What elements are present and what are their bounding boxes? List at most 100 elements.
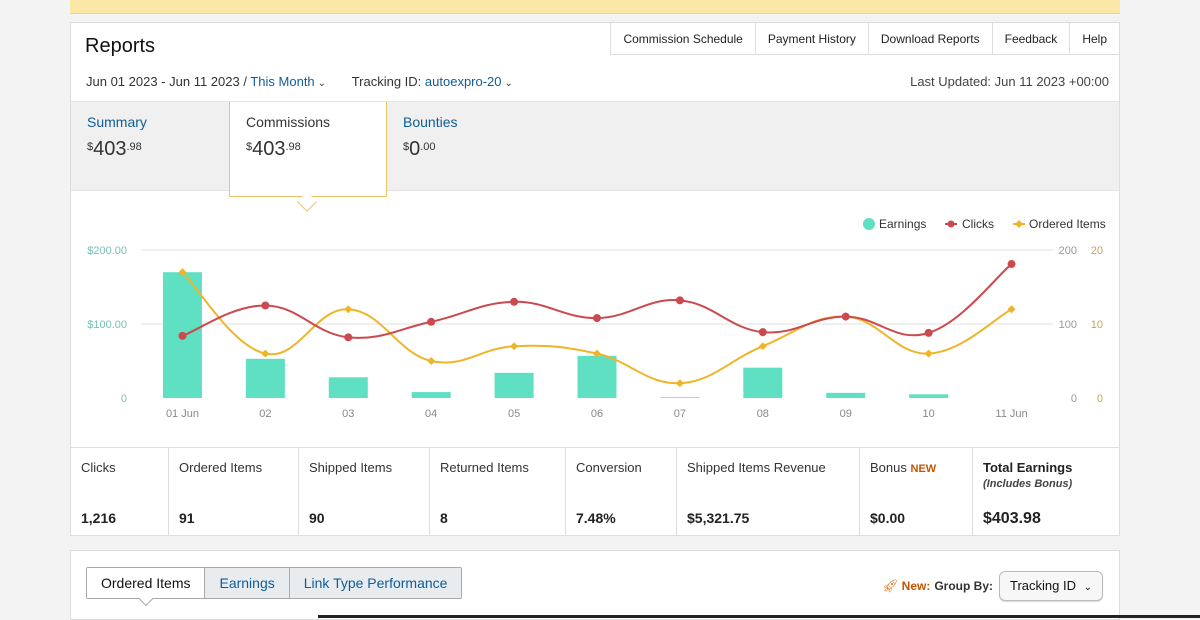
ordered-items-point bbox=[261, 349, 270, 358]
stat-conversion: Conversion 7.48% bbox=[566, 448, 677, 536]
legend-clicks-swatch bbox=[947, 220, 955, 228]
notice-banner bbox=[70, 0, 1120, 14]
tab-bounties-amount: $0.00 bbox=[403, 138, 436, 160]
earnings-bar bbox=[328, 377, 368, 398]
date-filter-row: Jun 01 2023 - Jun 11 2023 / This Month ⌄ … bbox=[86, 74, 513, 89]
stat-bonus: Bonus NEW $0.00 bbox=[860, 448, 973, 536]
earnings-bar bbox=[245, 358, 285, 398]
x-axis-tick-label: 06 bbox=[591, 408, 603, 420]
period-label: This Month bbox=[250, 74, 315, 89]
tab-commissions[interactable]: Commissions $403.98 bbox=[229, 102, 387, 197]
x-axis-tick-label: 03 bbox=[342, 408, 354, 420]
page-title: Reports bbox=[85, 35, 156, 57]
stat-label: Total Earnings bbox=[983, 460, 1073, 475]
stat-value: $403.98 bbox=[983, 510, 1041, 527]
earnings-chart: $200.00 200 20 $100.00 100 10 0 0 0 01 Jun 02 03 04 0… bbox=[71, 191, 1119, 447]
tracking-id-value: autoexpro-20 bbox=[424, 74, 502, 89]
tracking-id-label: Tracking ID: bbox=[351, 74, 422, 89]
period-dropdown[interactable]: This Month ⌄ bbox=[250, 74, 326, 89]
legend-items-swatch bbox=[1015, 220, 1023, 228]
ordered-items-point bbox=[593, 349, 601, 358]
chevron-down-icon: ⌄ bbox=[1083, 582, 1092, 593]
new-label: New: bbox=[901, 579, 931, 593]
summary-tabs: Summary $403.98 Commissions $403.98 Boun… bbox=[71, 101, 1119, 197]
ordered-items-point bbox=[510, 342, 519, 351]
stat-label: Conversion bbox=[576, 460, 642, 475]
y-axis-tick-label: $200.00 bbox=[87, 245, 127, 257]
tab-bounties-label: Bounties bbox=[403, 114, 458, 130]
commission-schedule-link[interactable]: Commission Schedule bbox=[611, 23, 756, 54]
x-axis-tick-label: 09 bbox=[840, 408, 852, 420]
earnings-button[interactable]: Earnings bbox=[205, 568, 290, 598]
tab-summary[interactable]: Summary $403.98 bbox=[71, 102, 229, 192]
chart-svg: $200.00 200 20$100.00 100 100 0 001 Jun 02 03 04 0… bbox=[87, 217, 1106, 420]
stat-value: $0.00 bbox=[870, 510, 906, 526]
x-axis-tick-label: 07 bbox=[674, 408, 686, 420]
x-axis-tick-label: 04 bbox=[425, 408, 437, 420]
earnings-bar bbox=[826, 392, 866, 398]
help-link[interactable]: Help bbox=[1082, 32, 1107, 46]
tab-bounties[interactable]: Bounties $0.00 bbox=[387, 102, 545, 192]
tab-commissions-label: Commissions bbox=[246, 114, 331, 130]
rocket-icon: 🚀︎ bbox=[882, 578, 899, 593]
stat-total-earnings: Total Earnings (Includes Bonus) $403.98 bbox=[973, 448, 1119, 536]
clicks-axis-tick-label: 0 bbox=[1071, 393, 1077, 405]
earnings-bar bbox=[494, 372, 534, 398]
chevron-down-icon: ⌄ bbox=[504, 78, 513, 89]
x-axis-tick-label: 01 Jun bbox=[166, 408, 199, 420]
clicks-point bbox=[427, 317, 436, 326]
stat-value: 7.48% bbox=[576, 510, 616, 526]
earnings-bar bbox=[743, 367, 783, 398]
clicks-point bbox=[675, 296, 684, 305]
clicks-point bbox=[510, 297, 519, 306]
items-axis-tick-label: 20 bbox=[1091, 245, 1103, 257]
earnings-bar bbox=[660, 397, 700, 398]
stat-label: Shipped Items bbox=[309, 460, 393, 475]
group-by-value: Tracking ID bbox=[1010, 578, 1076, 593]
details-panel: Ordered Items Earnings Link Type Perform… bbox=[70, 550, 1120, 620]
x-axis-tick-label: 02 bbox=[259, 408, 271, 420]
stat-label: Clicks bbox=[81, 460, 116, 475]
date-range: Jun 01 2023 - Jun 11 2023 bbox=[86, 74, 240, 89]
earnings-bar bbox=[909, 394, 949, 398]
items-axis-tick-label: 10 bbox=[1091, 319, 1103, 331]
ordered-items-point bbox=[675, 379, 684, 388]
ordered-items-point bbox=[178, 268, 187, 277]
x-axis-tick-label: 08 bbox=[757, 408, 769, 420]
tracking-id-dropdown[interactable]: autoexpro-20 ⌄ bbox=[425, 74, 513, 89]
ordered-items-point bbox=[427, 357, 436, 365]
ordered-items-line bbox=[181, 271, 1013, 385]
y-axis-tick-label: $100.00 bbox=[87, 319, 127, 331]
stat-clicks: Clicks 1,216 bbox=[71, 448, 169, 536]
last-updated: Last Updated: Jun 11 2023 +00:00 bbox=[910, 74, 1109, 89]
ordered-items-point bbox=[758, 342, 767, 351]
payment-history-link[interactable]: Payment History bbox=[756, 23, 869, 54]
earnings-bar bbox=[411, 392, 451, 398]
new-badge: NEW bbox=[910, 463, 937, 475]
stat-returned-items: Returned Items 8 bbox=[430, 448, 566, 536]
clicks-point bbox=[758, 328, 767, 337]
stat-shipped-revenue: Shipped Items Revenue $5,321.75 bbox=[677, 448, 860, 536]
feedback-link[interactable]: Feedback bbox=[993, 23, 1071, 54]
ordered-items-button[interactable]: Ordered Items bbox=[87, 568, 206, 598]
stat-value: 91 bbox=[179, 510, 195, 526]
group-by-control: 🚀︎ New: Group By: Tracking ID ⌄ bbox=[882, 571, 1103, 601]
date-separator: / bbox=[243, 74, 247, 89]
stats-row: Clicks 1,216 Ordered Items 91 Shipped It… bbox=[71, 447, 1119, 536]
x-axis-tick-label: 05 bbox=[508, 408, 520, 420]
ordered-items-point bbox=[1007, 305, 1016, 314]
top-links: Commission Schedule Payment History Down… bbox=[610, 23, 1119, 55]
link-type-performance-button[interactable]: Link Type Performance bbox=[289, 568, 462, 598]
stat-label: Returned Items bbox=[440, 460, 529, 475]
stat-label: Bonus NEW bbox=[870, 460, 937, 475]
stat-value: $5,321.75 bbox=[687, 510, 750, 526]
group-by-select[interactable]: Tracking ID ⌄ bbox=[999, 571, 1103, 601]
clicks-point bbox=[1007, 260, 1016, 269]
legend-items-label: Ordered Items bbox=[1029, 217, 1106, 231]
reports-panel: Reports Commission Schedule Payment Hist… bbox=[70, 22, 1120, 536]
clicks-point bbox=[344, 333, 353, 342]
clicks-axis-tick-label: 100 bbox=[1059, 319, 1077, 331]
stat-value: 8 bbox=[440, 510, 448, 526]
window-edge bbox=[318, 615, 1200, 618]
download-reports-link[interactable]: Download Reports bbox=[869, 23, 993, 54]
